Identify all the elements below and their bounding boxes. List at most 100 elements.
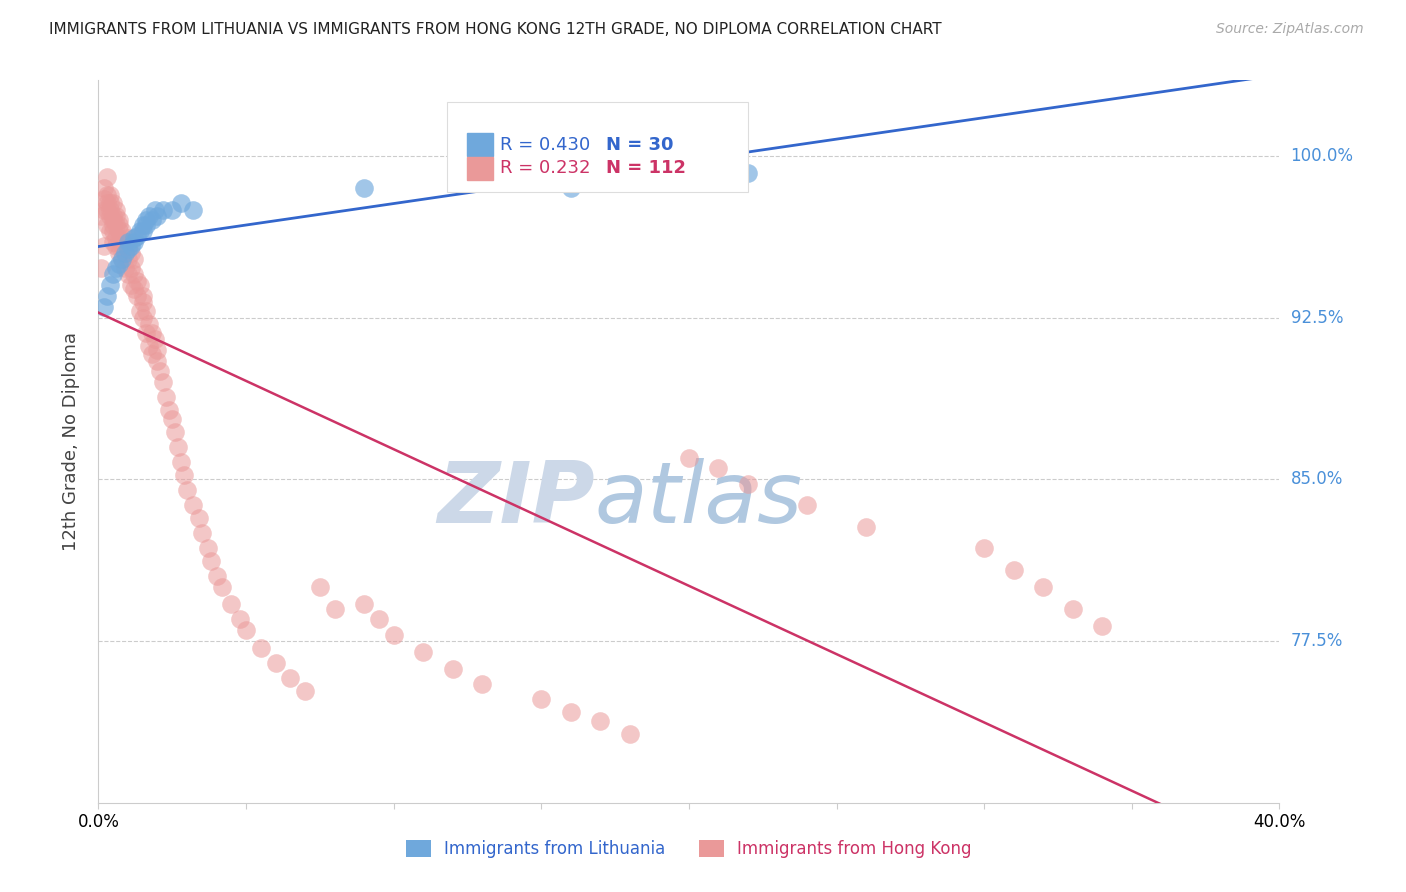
Text: atlas: atlas <box>595 458 803 541</box>
Bar <box>467 157 494 180</box>
Immigrants from Lithuania <box>111 252 134 267</box>
Immigrants from Hong Kong <box>120 278 142 293</box>
Immigrants from Hong Kong <box>117 268 139 282</box>
Immigrants from Lithuania <box>560 181 582 195</box>
Immigrants from Hong Kong <box>165 425 187 439</box>
Immigrants from Hong Kong <box>103 224 125 238</box>
Immigrants from Hong Kong <box>197 541 219 556</box>
Immigrants from Hong Kong <box>149 364 172 378</box>
Immigrants from Hong Kong <box>125 274 148 288</box>
Immigrants from Hong Kong <box>90 260 112 275</box>
Immigrants from Lithuania <box>117 235 139 249</box>
Immigrants from Hong Kong <box>114 260 136 275</box>
FancyBboxPatch shape <box>447 102 748 193</box>
Immigrants from Hong Kong <box>221 598 243 612</box>
Immigrants from Hong Kong <box>93 239 115 253</box>
Immigrants from Hong Kong <box>1032 580 1054 594</box>
Immigrants from Hong Kong <box>108 224 131 238</box>
Immigrants from Lithuania <box>103 268 125 282</box>
Immigrants from Hong Kong <box>796 498 818 512</box>
Immigrants from Lithuania <box>98 278 121 293</box>
Immigrants from Lithuania <box>128 224 150 238</box>
Immigrants from Lithuania <box>117 242 139 256</box>
Immigrants from Hong Kong <box>120 260 142 275</box>
Immigrants from Hong Kong <box>111 235 134 249</box>
Immigrants from Hong Kong <box>105 218 128 232</box>
Immigrants from Hong Kong <box>108 245 131 260</box>
Y-axis label: 12th Grade, No Diploma: 12th Grade, No Diploma <box>62 332 80 551</box>
Immigrants from Hong Kong <box>167 440 190 454</box>
Immigrants from Hong Kong <box>471 677 494 691</box>
Immigrants from Hong Kong <box>93 181 115 195</box>
Immigrants from Hong Kong <box>117 239 139 253</box>
Immigrants from Hong Kong <box>737 476 759 491</box>
Immigrants from Hong Kong <box>105 209 128 223</box>
Immigrants from Hong Kong <box>157 403 180 417</box>
Legend: Immigrants from Lithuania, Immigrants from Hong Kong: Immigrants from Lithuania, Immigrants fr… <box>398 832 980 867</box>
Immigrants from Lithuania <box>138 209 160 223</box>
Immigrants from Hong Kong <box>108 239 131 253</box>
Immigrants from Hong Kong <box>187 511 209 525</box>
Immigrants from Hong Kong <box>530 692 553 706</box>
Immigrants from Lithuania <box>105 260 128 275</box>
Bar <box>467 133 494 156</box>
Immigrants from Hong Kong <box>103 218 125 232</box>
Immigrants from Lithuania <box>96 289 118 303</box>
Immigrants from Hong Kong <box>96 202 118 217</box>
Immigrants from Lithuania <box>122 231 145 245</box>
Immigrants from Lithuania <box>135 218 157 232</box>
Immigrants from Hong Kong <box>108 218 131 232</box>
Immigrants from Hong Kong <box>181 498 204 512</box>
Immigrants from Hong Kong <box>105 239 128 253</box>
Immigrants from Lithuania <box>162 202 183 217</box>
Immigrants from Hong Kong <box>128 304 150 318</box>
Immigrants from Hong Kong <box>309 580 332 594</box>
Immigrants from Hong Kong <box>103 213 125 227</box>
Immigrants from Lithuania <box>114 245 136 260</box>
Immigrants from Hong Kong <box>205 569 228 583</box>
Immigrants from Hong Kong <box>138 338 160 352</box>
Immigrants from Hong Kong <box>135 326 157 340</box>
Immigrants from Hong Kong <box>678 450 700 465</box>
Immigrants from Hong Kong <box>117 252 139 267</box>
Immigrants from Hong Kong <box>382 627 405 641</box>
Immigrants from Hong Kong <box>98 187 121 202</box>
Immigrants from Hong Kong <box>619 727 641 741</box>
Immigrants from Hong Kong <box>146 353 169 368</box>
Immigrants from Hong Kong <box>132 310 155 325</box>
Text: ZIP: ZIP <box>437 458 595 541</box>
Immigrants from Hong Kong <box>93 202 115 217</box>
Immigrants from Hong Kong <box>176 483 198 497</box>
Immigrants from Hong Kong <box>141 347 163 361</box>
Immigrants from Lithuania <box>181 202 204 217</box>
Immigrants from Lithuania <box>125 228 148 243</box>
Immigrants from Hong Kong <box>96 170 118 185</box>
Immigrants from Hong Kong <box>98 196 121 211</box>
Immigrants from Hong Kong <box>1062 601 1084 615</box>
Immigrants from Hong Kong <box>117 231 139 245</box>
Immigrants from Hong Kong <box>560 705 582 719</box>
Immigrants from Lithuania <box>143 202 166 217</box>
Text: N = 30: N = 30 <box>606 136 673 153</box>
Immigrants from Hong Kong <box>125 289 148 303</box>
Immigrants from Hong Kong <box>122 252 145 267</box>
Immigrants from Lithuania <box>122 235 145 249</box>
Immigrants from Hong Kong <box>173 467 195 482</box>
Immigrants from Hong Kong <box>111 239 134 253</box>
Immigrants from Hong Kong <box>96 196 118 211</box>
Text: IMMIGRANTS FROM LITHUANIA VS IMMIGRANTS FROM HONG KONG 12TH GRADE, NO DIPLOMA CO: IMMIGRANTS FROM LITHUANIA VS IMMIGRANTS … <box>49 22 942 37</box>
Immigrants from Hong Kong <box>441 662 464 676</box>
Immigrants from Lithuania <box>108 257 131 271</box>
Text: R = 0.232: R = 0.232 <box>501 160 591 178</box>
Immigrants from Hong Kong <box>114 245 136 260</box>
Text: Source: ZipAtlas.com: Source: ZipAtlas.com <box>1216 22 1364 37</box>
Text: 77.5%: 77.5% <box>1291 632 1343 650</box>
Immigrants from Hong Kong <box>1002 563 1025 577</box>
Immigrants from Hong Kong <box>90 209 112 223</box>
Immigrants from Hong Kong <box>103 209 125 223</box>
Text: R = 0.430: R = 0.430 <box>501 136 591 153</box>
Immigrants from Hong Kong <box>211 580 233 594</box>
Immigrants from Hong Kong <box>122 283 145 297</box>
Immigrants from Hong Kong <box>96 218 118 232</box>
Immigrants from Hong Kong <box>128 278 150 293</box>
